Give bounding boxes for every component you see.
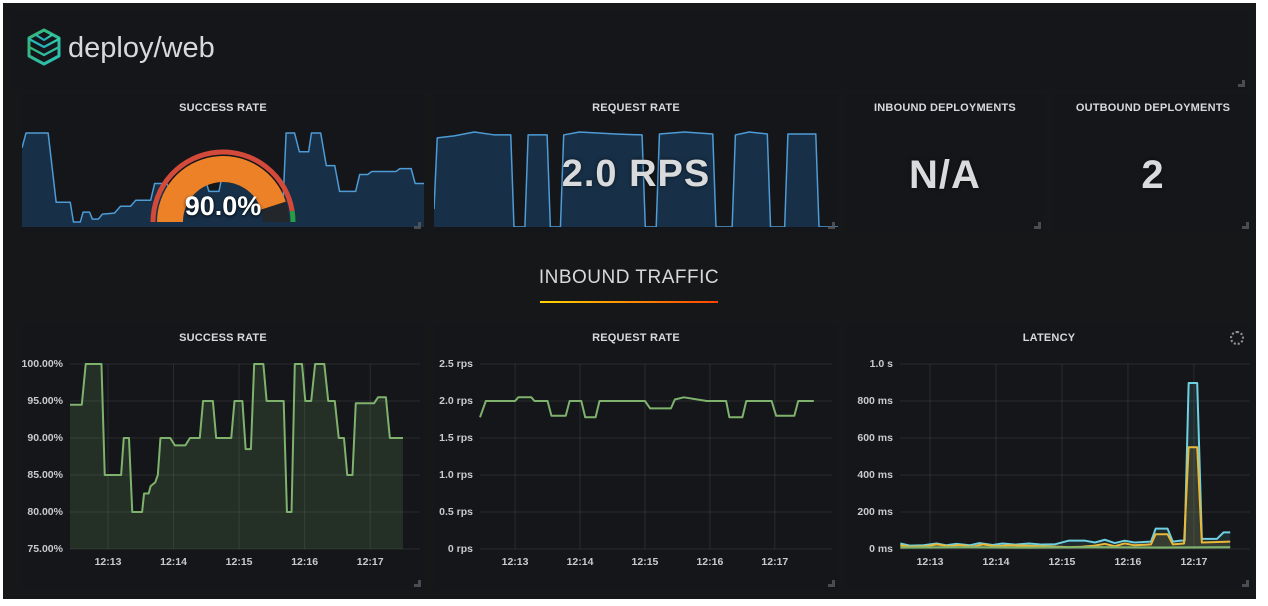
header-panel: deploy/web xyxy=(10,10,1248,90)
y-axis-tick-label: 100.00% xyxy=(21,358,63,370)
panel-resize-handle[interactable] xyxy=(827,579,835,587)
gauge-value: 90.0% xyxy=(184,191,262,221)
chart-plot-area[interactable]: 2.5 rps 2.0 rps 1.5 rps 1.0 rps 0.5 rps 0 rps… xyxy=(434,325,838,590)
panel-latency-graph: LATENCY 1.0 s 800 ms 600 ms 400 ms 200 ms 0 m… xyxy=(846,325,1252,590)
x-axis-tick-label: 12:16 xyxy=(291,556,319,568)
panel-resize-handle[interactable] xyxy=(413,579,421,587)
sparkline-request-rate xyxy=(434,128,838,227)
x-axis-tick-label: 12:15 xyxy=(631,556,659,568)
x-axis-tick-label: 12:15 xyxy=(225,556,253,568)
x-axis-tick-label: 12:13 xyxy=(94,556,122,568)
x-axis-tick-label: 12:14 xyxy=(982,556,1010,568)
x-axis-tick-label: 12:17 xyxy=(761,556,789,568)
stat-value: 2 xyxy=(1141,153,1165,197)
panel-resize-handle[interactable] xyxy=(1237,79,1245,87)
panel-resize-handle[interactable] xyxy=(413,221,421,229)
x-axis-tick-label: 12:16 xyxy=(1114,556,1142,568)
panel-resize-handle[interactable] xyxy=(827,221,835,229)
panel-title[interactable]: OUTBOUND DEPLOYMENTS xyxy=(1075,102,1231,114)
y-axis-tick-label: 0 ms xyxy=(869,543,893,555)
stat-value: N/A xyxy=(909,153,981,197)
dashboard-title: deploy/web xyxy=(68,32,215,64)
panel-resize-handle[interactable] xyxy=(1241,221,1249,229)
panel-resize-handle[interactable] xyxy=(1241,579,1249,587)
y-axis-tick-label: 95.00% xyxy=(27,395,63,407)
y-axis-tick-label: 1.0 s xyxy=(869,358,893,370)
x-axis-tick-label: 12:16 xyxy=(696,556,724,568)
y-axis-tick-label: 800 ms xyxy=(857,395,893,407)
x-axis-tick-label: 12:17 xyxy=(356,556,384,568)
y-axis-tick-label: 2.0 rps xyxy=(439,395,473,407)
y-axis-tick-label: 80.00% xyxy=(27,506,63,518)
panel-inbound-deployments-stat: INBOUND DEPLOYMENTS N/A xyxy=(846,95,1044,232)
y-axis-tick-label: 75.00% xyxy=(27,543,63,555)
chart-plot-area[interactable]: 100.00% 95.00% 90.00% 85.00% 80.00% 75.00% 12:… xyxy=(22,325,424,590)
y-axis-tick-label: 2.5 rps xyxy=(439,358,473,370)
panel-title[interactable]: REQUEST RATE xyxy=(592,332,680,344)
y-axis-tick-label: 200 ms xyxy=(857,506,893,518)
panel-outbound-deployments-stat: OUTBOUND DEPLOYMENTS 2 xyxy=(1054,95,1252,232)
y-axis-tick-label: 1.0 rps xyxy=(439,469,473,481)
stat-value: 2.0 RPS xyxy=(561,153,711,195)
dashboard: deploy/web SUCCESS RATE 90.0% REQUEST RA… xyxy=(3,3,1256,599)
panel-title[interactable]: REQUEST RATE xyxy=(592,102,680,114)
section-inbound-traffic: INBOUND TRAFFIC xyxy=(10,245,1248,323)
y-axis-tick-label: 90.00% xyxy=(27,432,63,444)
y-axis-tick-label: 0.5 rps xyxy=(439,506,473,518)
panel-title[interactable]: LATENCY xyxy=(1022,332,1076,344)
section-underline xyxy=(540,301,718,303)
y-axis-tick-label: 400 ms xyxy=(857,469,893,481)
y-axis-tick-label: 0 rps xyxy=(447,543,473,555)
weave-logo-icon xyxy=(24,27,64,67)
y-axis-tick-label: 1.5 rps xyxy=(439,432,473,444)
y-axis-tick-label: 85.00% xyxy=(27,469,63,481)
y-axis-tick-label: 600 ms xyxy=(857,432,893,444)
section-title: INBOUND TRAFFIC xyxy=(538,267,720,288)
x-axis-tick-label: 12:13 xyxy=(916,556,944,568)
x-axis-tick-label: 12:14 xyxy=(160,556,187,568)
success-rate-gauge xyxy=(138,138,308,228)
loading-spinner-icon xyxy=(1230,331,1244,345)
panel-success-rate-stat: SUCCESS RATE 90.0% xyxy=(22,95,424,232)
x-axis-tick-label: 12:13 xyxy=(501,556,529,568)
panel-request-rate-stat: REQUEST RATE 2.0 RPS xyxy=(434,95,838,232)
panel-title[interactable]: SUCCESS RATE xyxy=(179,102,267,114)
panel-title[interactable]: SUCCESS RATE xyxy=(179,332,267,344)
x-axis-tick-label: 12:15 xyxy=(1048,556,1076,568)
panel-success-rate-graph: SUCCESS RATE 100.00% 95.00% 90.00% 85.00% 80… xyxy=(22,325,424,590)
x-axis-tick-label: 12:14 xyxy=(566,556,594,568)
chart-plot-area[interactable]: 1.0 s 800 ms 600 ms 400 ms 200 ms 0 ms 12:13 12… xyxy=(846,325,1252,590)
panel-resize-handle[interactable] xyxy=(1033,221,1041,229)
x-axis-tick-label: 12:17 xyxy=(1180,556,1208,568)
panel-title[interactable]: INBOUND DEPLOYMENTS xyxy=(874,102,1016,114)
panel-request-rate-graph: REQUEST RATE 2.5 rps 2.0 rps 1.5 rps 1.0 rp… xyxy=(434,325,838,590)
